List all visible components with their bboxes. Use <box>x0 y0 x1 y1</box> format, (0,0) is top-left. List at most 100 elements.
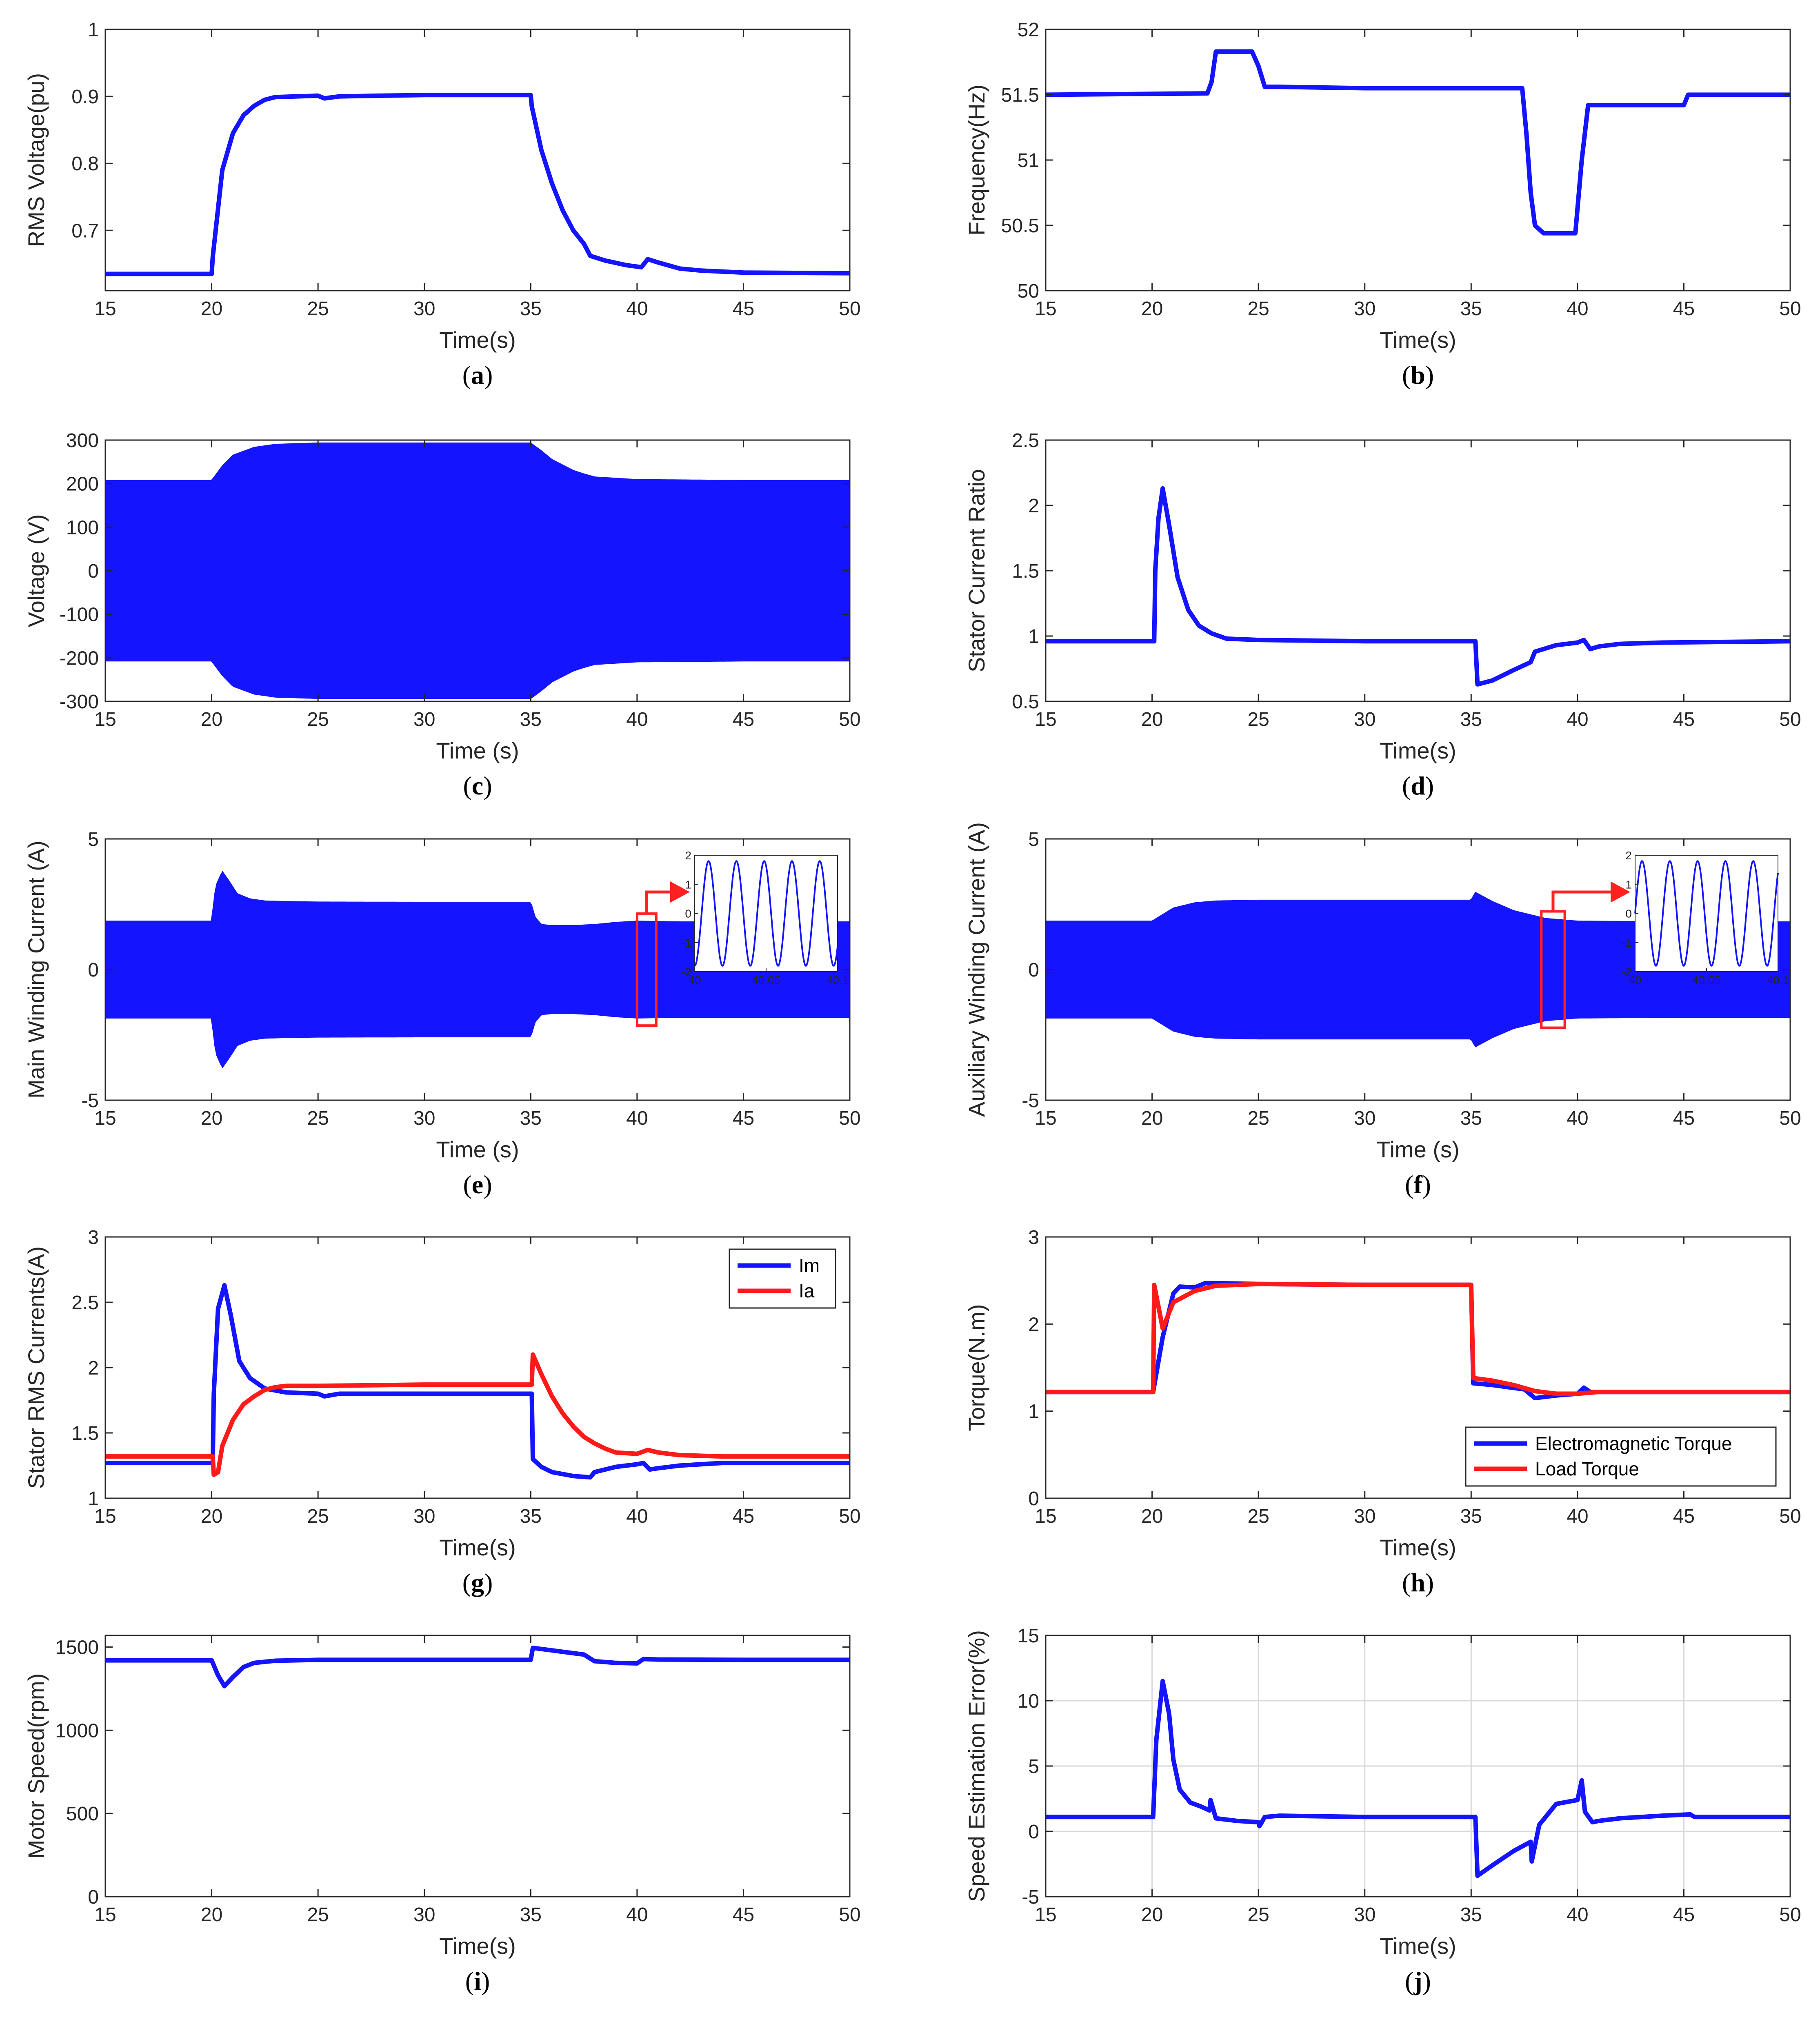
x-tick-label: 40 <box>1567 1506 1588 1527</box>
series-line-speed-estimation-error <box>1046 1679 1790 1878</box>
plot-area <box>1046 49 1790 236</box>
axes-box <box>1045 1236 1791 1499</box>
plot-area <box>105 1283 850 1480</box>
x-tick-label: 20 <box>1141 1506 1163 1527</box>
y-tick-label: 1500 <box>55 1637 99 1659</box>
x-tick-label: 30 <box>1354 1108 1376 1129</box>
x-tick-label: 30 <box>1354 1904 1376 1926</box>
x-tick-label: 30 <box>1354 1506 1376 1527</box>
y-tick-label: 1 <box>1028 626 1039 647</box>
y-tick-label: -5 <box>1022 1090 1039 1112</box>
axes-box <box>104 29 851 291</box>
x-tick-label: 50 <box>1779 1506 1801 1527</box>
plot-area <box>1046 486 1790 687</box>
inset-y-tick-label: -2 <box>681 965 691 978</box>
inset-plot: 40 40.05 40.1 -2 -1 0 1 2 <box>681 849 849 986</box>
x-tick-label: 45 <box>733 1904 754 1926</box>
inset-y-tick-label: 1 <box>1625 878 1632 891</box>
inset-y-tick-label: -2 <box>1622 965 1632 978</box>
x-tick-label: 20 <box>1141 709 1163 730</box>
plot-area <box>105 871 850 1068</box>
y-tick-label: 1 <box>88 1488 99 1510</box>
legend-box <box>1465 1426 1777 1487</box>
y-tick-label: 100 <box>66 517 99 538</box>
x-tick-label: 15 <box>94 1904 116 1926</box>
series-line-rms-voltage <box>105 93 850 276</box>
plot-area <box>105 93 850 276</box>
x-tick-label: 20 <box>1141 1904 1163 1926</box>
y-tick-label: 10 <box>1018 1691 1039 1712</box>
x-tick-label: 20 <box>201 709 222 730</box>
legend: Im Ia <box>729 1248 836 1309</box>
panel-label-letter: j <box>1413 1966 1422 1995</box>
x-tick-label: 40 <box>626 298 648 320</box>
series-line-motor-speed <box>105 1646 850 1688</box>
x-tick-label: 15 <box>1035 1904 1056 1926</box>
y-tick-label: 51.5 <box>1001 85 1039 106</box>
panel-label-open: ( <box>462 1568 471 1597</box>
panel-label-close: ) <box>484 1568 493 1597</box>
panel-label-letter: f <box>1413 1170 1422 1199</box>
y-tick-label: 5 <box>1028 1756 1039 1777</box>
inset-sine-wave <box>1634 860 1779 967</box>
x-tick-label: 50 <box>1779 709 1801 730</box>
axes-box <box>104 1635 851 1897</box>
x-tick-label: 20 <box>201 1108 222 1129</box>
x-tick-label: 25 <box>1247 709 1269 730</box>
y-tick-label: 2 <box>88 1357 99 1379</box>
x-tick-label: 35 <box>1460 1506 1482 1527</box>
panel-label: (f) <box>1405 1170 1431 1199</box>
y-tick-label: 200 <box>66 474 99 495</box>
x-tick-label: 50 <box>839 1904 860 1926</box>
series-envelope-e <box>105 871 850 1068</box>
x-tick-label: 15 <box>1035 1108 1056 1129</box>
x-tick-label: 15 <box>94 298 116 320</box>
panel-label: (e) <box>463 1170 492 1199</box>
x-tick-label: 45 <box>1673 1506 1695 1527</box>
y-axis-label: Stator Current Ratio <box>964 469 989 672</box>
x-tick-label: 40 <box>1567 1108 1588 1129</box>
chart-panel-a: 15 20 25 30 35 40 45 50 0.7 0.8 0.9 1 Time(s) RMS Vol… <box>23 19 861 389</box>
panel-label-close: ) <box>483 1170 492 1199</box>
y-axis-label: Torque(N.m) <box>964 1304 989 1431</box>
x-axis-label: Time (s) <box>1376 1137 1459 1162</box>
y-tick-label: 15 <box>1018 1625 1039 1647</box>
x-tick-label: 30 <box>1354 709 1376 730</box>
x-tick-label: 40 <box>1567 1904 1588 1926</box>
x-tick-label: 35 <box>520 298 542 320</box>
x-tick-label: 45 <box>733 709 754 730</box>
x-tick-label: 45 <box>733 1506 754 1527</box>
panel-label-letter: b <box>1411 360 1425 389</box>
panel-label-close: ) <box>1422 1966 1431 1995</box>
series-line-frequency <box>1046 49 1790 236</box>
x-tick-label: 30 <box>1354 298 1376 320</box>
x-tick-label: 35 <box>1460 298 1482 320</box>
chart-panel-i: 15 20 25 30 35 40 45 50050010001500Time(s)Motor… <box>23 1635 861 1995</box>
y-tick-label: 300 <box>66 430 99 452</box>
panel-label-letter: e <box>472 1170 483 1199</box>
y-tick-label: 0 <box>88 959 99 981</box>
y-tick-label: 50 <box>1018 280 1039 302</box>
x-axis-label: Time(s) <box>1380 1933 1456 1959</box>
x-tick-label: 25 <box>307 298 329 320</box>
x-tick-label: 50 <box>839 709 860 730</box>
x-tick-label: 15 <box>94 1506 116 1527</box>
chart-panel-b: 15 20 25 30 35 40 45 50 50 50.5 51 51.5 52 Time(s) Fre… <box>964 19 1801 389</box>
inset-x-tick-label: 40 <box>1629 974 1641 986</box>
x-tick-label: 50 <box>839 1506 860 1527</box>
y-axis-label: Stator RMS Currents(A) <box>23 1246 49 1489</box>
x-tick-label: 45 <box>1673 298 1695 320</box>
y-tick-label: 3 <box>1028 1227 1039 1248</box>
y-tick-label: 0 <box>1028 1821 1039 1843</box>
inset-x-tick-label: 40.05 <box>752 974 780 986</box>
panel-label: (i) <box>465 1966 490 1995</box>
x-axis-label: Time(s) <box>1380 327 1456 353</box>
legend: Electromagnetic Torque Load Torque <box>1465 1426 1777 1487</box>
y-axis-label: Speed Estimation Error(%) <box>964 1630 989 1902</box>
panel-label-close: ) <box>1425 1568 1434 1597</box>
x-tick-label: 30 <box>413 298 435 320</box>
panel-label-close: ) <box>483 771 492 800</box>
panel-label: (j) <box>1405 1966 1431 1995</box>
x-tick-label: 50 <box>839 1108 860 1129</box>
